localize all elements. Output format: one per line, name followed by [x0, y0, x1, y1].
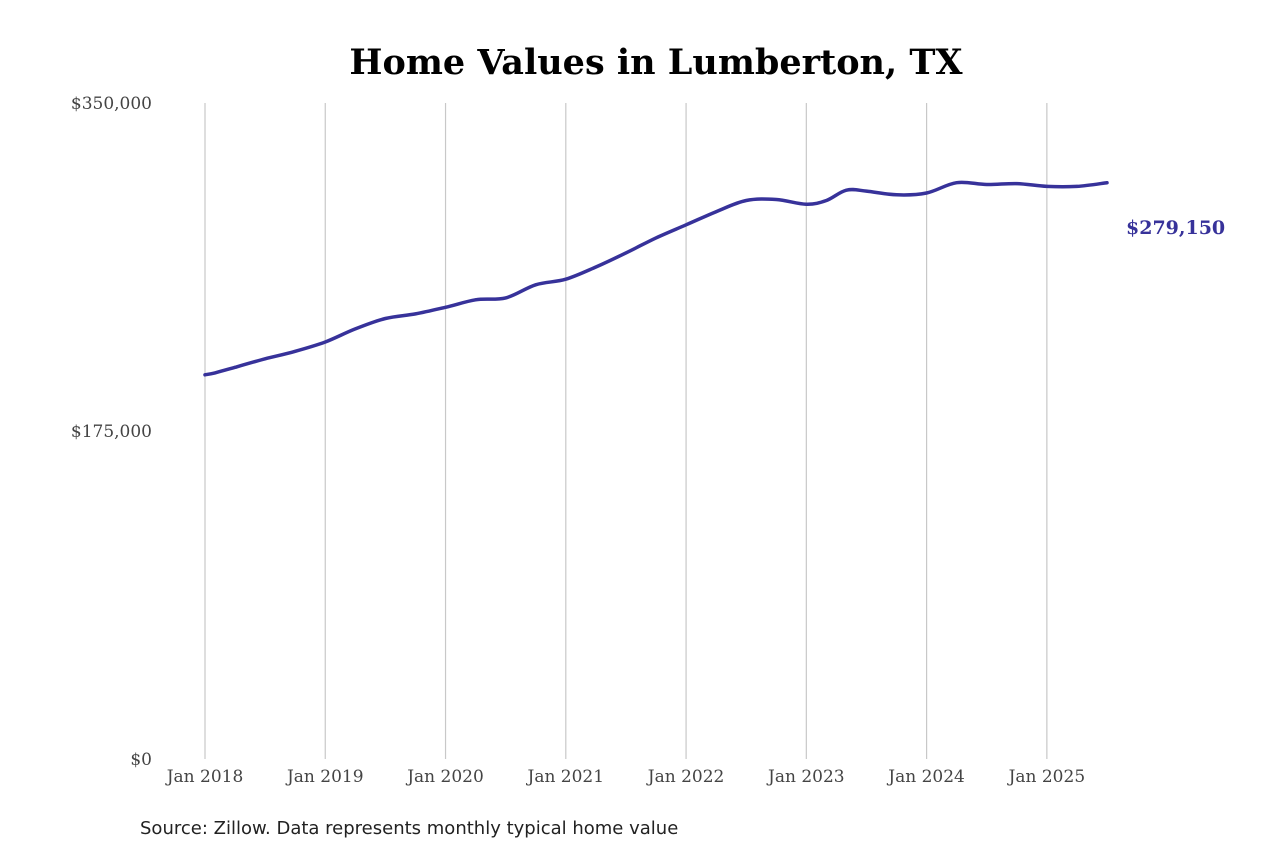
data-point-5: [323, 340, 327, 344]
data-point-18: [714, 210, 718, 214]
home-value-series-line: [203, 180, 1109, 377]
data-point-21: [804, 202, 808, 206]
data-point-3: [263, 357, 267, 361]
data-point-15: [624, 251, 628, 255]
data-point-29: [1015, 182, 1019, 186]
x-tick-label-5: Jan 2023: [766, 767, 845, 787]
vertical-gridlines: [204, 103, 1048, 759]
data-point-17: [684, 223, 688, 227]
data-point-9: [444, 305, 448, 309]
data-point-19: [744, 198, 748, 202]
data-point-20: [774, 198, 778, 202]
x-tick-label-0: Jan 2018: [165, 767, 244, 787]
x-tick-label-4: Jan 2022: [646, 767, 725, 787]
data-point-16: [654, 236, 658, 240]
data-point-23: [844, 188, 848, 192]
data-point-8: [413, 312, 417, 316]
data-point-24: [864, 189, 868, 193]
data-point-26: [925, 191, 929, 195]
x-tick-label-7: Jan 2025: [1007, 767, 1086, 787]
data-point-25: [895, 193, 899, 197]
home-value-data-points: [203, 181, 1109, 377]
data-point-2: [233, 365, 237, 369]
y-tick-label-1: $175,000: [71, 422, 152, 442]
x-tick-label-6: Jan 2024: [886, 767, 965, 787]
data-point-0: [203, 373, 207, 377]
data-point-6: [353, 327, 357, 331]
y-tick-label-0: $350,000: [71, 94, 152, 114]
data-point-1: [213, 371, 217, 375]
y-axis-tick-labels: $350,000 $175,000 $0: [71, 94, 152, 770]
data-point-32: [1105, 181, 1109, 185]
data-point-4: [293, 349, 297, 353]
data-point-13: [564, 277, 568, 281]
chart-title: Home Values in Lumberton, TX: [349, 42, 963, 83]
data-point-22: [824, 198, 828, 202]
data-point-14: [594, 265, 598, 269]
data-point-7: [383, 317, 387, 321]
y-tick-label-2: $0: [130, 750, 152, 770]
data-point-31: [1075, 184, 1079, 188]
data-point-28: [985, 183, 989, 187]
x-tick-label-3: Jan 2021: [526, 767, 605, 787]
x-tick-label-2: Jan 2020: [405, 767, 484, 787]
data-point-30: [1045, 184, 1049, 188]
latest-value-label: $279,150: [1126, 217, 1225, 239]
data-point-11: [504, 296, 508, 300]
data-point-27: [955, 181, 959, 185]
data-point-10: [474, 298, 478, 302]
x-axis-tick-labels: Jan 2018 Jan 2019 Jan 2020 Jan 2021 Jan 2022…: [165, 767, 1085, 787]
data-point-12: [534, 283, 538, 287]
source-note: Source: Zillow. Data represents monthly …: [140, 818, 678, 839]
x-tick-label-1: Jan 2019: [285, 767, 364, 787]
